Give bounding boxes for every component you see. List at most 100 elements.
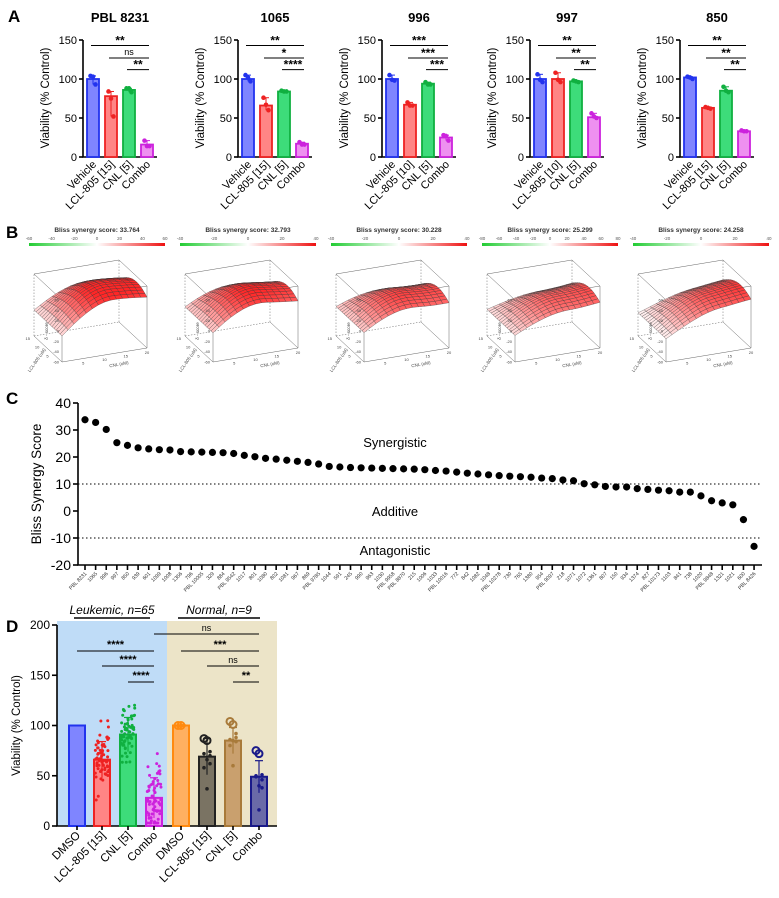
z-tick-label: 20 bbox=[659, 318, 664, 323]
bar bbox=[719, 89, 733, 158]
colorbar-tick: -40 bbox=[48, 236, 55, 241]
bounding-box-edge bbox=[637, 259, 724, 275]
data-point bbox=[131, 732, 135, 736]
significance-label: **** bbox=[284, 58, 303, 72]
x-tick-label: 15 bbox=[728, 354, 733, 359]
y-tick-label: 15 bbox=[328, 336, 333, 341]
bounding-box-edge bbox=[514, 347, 601, 363]
x-tick-label: 1321 bbox=[713, 571, 725, 583]
colorbar-tick: 40 bbox=[581, 236, 587, 241]
x-tick-label: 20 bbox=[296, 350, 301, 355]
x-tick-label: 990 bbox=[354, 571, 364, 581]
data-point bbox=[107, 768, 111, 772]
z-tick-label: 20 bbox=[206, 318, 211, 323]
bar bbox=[587, 116, 601, 158]
z-axis-label: δ - score bbox=[44, 322, 49, 340]
x-tick-label: 1099 bbox=[150, 571, 162, 583]
bar bbox=[86, 78, 100, 158]
data-point bbox=[336, 463, 344, 471]
x-tick-label: 1071 bbox=[565, 571, 577, 583]
data-point bbox=[266, 107, 271, 113]
data-point bbox=[124, 751, 128, 755]
x-tick-label: 807 bbox=[598, 571, 608, 581]
z-tick-label: -40 bbox=[355, 349, 362, 354]
x-tick-label: 15 bbox=[124, 354, 129, 359]
data-point bbox=[254, 773, 258, 778]
data-point bbox=[145, 810, 149, 814]
surface-cell bbox=[742, 295, 752, 302]
data-point bbox=[120, 738, 124, 742]
data-point bbox=[123, 441, 132, 449]
bounding-box-edge bbox=[212, 347, 299, 363]
x-tick-label: 5 bbox=[686, 361, 689, 366]
panel-label-c: C bbox=[6, 389, 18, 408]
z-axis-label: δ - score bbox=[346, 322, 351, 340]
z-tick-label: 20 bbox=[357, 318, 362, 323]
data-point bbox=[654, 486, 663, 494]
panel-d-summary-bar-chart: Leukemic, n=65 Normal, n=9 0 50 100 150 200 Via… bbox=[11, 603, 277, 885]
z-tick-label: 40 bbox=[508, 308, 513, 313]
synergy-surface-1: Bliss synergy score: 32.793 -40 -20 0 20 40 -6… bbox=[177, 227, 319, 373]
x-tick-label: 801 bbox=[248, 571, 258, 581]
data-point bbox=[152, 800, 156, 804]
data-point bbox=[131, 727, 135, 731]
x-tick-label: 939 bbox=[131, 571, 141, 581]
x-tick-label: 841 bbox=[673, 571, 683, 581]
y-tick-label: -20 bbox=[51, 557, 71, 573]
x-tick-label: 963 bbox=[365, 571, 375, 581]
data-point bbox=[130, 744, 134, 748]
colorbar-tick: 20 bbox=[279, 236, 285, 241]
data-point bbox=[697, 492, 705, 500]
data-point bbox=[98, 748, 102, 752]
data-point bbox=[102, 425, 110, 434]
data-point bbox=[95, 764, 99, 768]
data-point bbox=[230, 449, 238, 458]
surface-cell bbox=[138, 293, 148, 298]
surface-cell bbox=[289, 297, 299, 302]
x-tick-label: 934 bbox=[620, 571, 630, 581]
bar bbox=[737, 130, 751, 158]
data-point bbox=[121, 713, 125, 717]
data-point bbox=[106, 749, 110, 753]
y-tick-label: 5 bbox=[46, 353, 49, 358]
x-tick-label: 10 bbox=[404, 357, 409, 362]
x-tick-label: 1082 bbox=[469, 571, 481, 583]
data-point bbox=[125, 722, 129, 726]
y-tick-label: 15 bbox=[26, 336, 31, 341]
data-point bbox=[589, 111, 594, 116]
data-point bbox=[644, 485, 652, 493]
z-tick-label: -20 bbox=[204, 339, 211, 344]
data-point bbox=[405, 100, 410, 105]
colorbar bbox=[633, 243, 769, 246]
data-point bbox=[260, 772, 264, 777]
chart-title: 1065 bbox=[261, 10, 290, 25]
region-label-additive: Additive bbox=[372, 504, 418, 519]
z-tick-label: 0 bbox=[57, 329, 60, 334]
bounding-box-edge bbox=[363, 347, 450, 363]
data-point bbox=[750, 542, 758, 550]
x-tick-label: 10 bbox=[253, 357, 258, 362]
data-point bbox=[156, 817, 160, 821]
y-tick-label: 0 bbox=[71, 152, 77, 164]
z-axis-label: δ - score bbox=[648, 322, 653, 340]
data-point bbox=[535, 72, 540, 77]
x-tick-label: 218 bbox=[556, 571, 566, 581]
data-point bbox=[357, 464, 365, 472]
x-tick-label: 1008 bbox=[161, 571, 173, 583]
z-tick-label: 0 bbox=[510, 329, 513, 334]
significance-label: ns bbox=[202, 623, 212, 633]
y-tick-label: 100 bbox=[358, 74, 376, 86]
data-point bbox=[150, 812, 154, 816]
data-point bbox=[187, 448, 195, 456]
x-tick-label: 996 bbox=[99, 571, 109, 581]
x-tick-label: 796 bbox=[184, 571, 194, 581]
significance-label: ** bbox=[571, 46, 581, 60]
data-point bbox=[133, 706, 137, 710]
data-point bbox=[159, 782, 163, 786]
z-tick-label: 60 bbox=[55, 298, 60, 303]
bounding-box-edge bbox=[335, 335, 365, 363]
bar bbox=[421, 82, 435, 158]
data-point bbox=[686, 488, 694, 496]
significance-label: ** bbox=[133, 58, 143, 72]
data-point bbox=[157, 764, 161, 768]
